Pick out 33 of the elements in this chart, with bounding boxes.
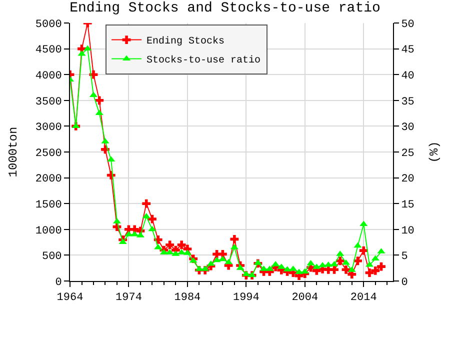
x-tick-label: 1984 [174,292,202,304]
y2-tick-label: 45 [401,44,414,57]
y2-tick-label: 35 [401,96,414,108]
y-tick-label: 4000 [35,70,62,82]
x-tick-label: 1974 [116,292,142,304]
x-tick-label: 2004 [292,292,319,304]
legend-label: Stocks-to-use ratio [146,54,261,67]
y2-tick-label: 50 [401,18,414,31]
y2-tick-label: 15 [401,199,414,212]
x-tick-label: 2014 [350,292,378,304]
y2-tick-label: 25 [401,148,414,160]
y-tick-label: 0 [55,276,62,289]
y-tick-label: 500 [42,251,62,264]
y-tick-label: 1000 [35,225,62,238]
y2-axis-title: (%) [427,141,442,163]
y-tick-label: 5000 [35,18,62,31]
y2-tick-label: 0 [401,276,408,289]
x-tick-label: 1994 [232,292,260,304]
y-tick-label: 2000 [35,174,62,186]
y2-tick-label: 10 [401,225,414,238]
y-tick-label: 3500 [35,96,62,108]
y2-tick-label: 20 [401,174,414,186]
legend-label: Ending Stocks [146,36,225,48]
y-axis-title: 1000ton [6,126,21,178]
y2-tick-label: 30 [401,122,414,134]
y-tick-label: 1500 [35,199,62,212]
chart-title: Ending Stocks and Stocks-to-use ratio [70,0,380,17]
y-tick-label: 3000 [35,122,62,134]
y2-tick-label: 5 [401,251,408,264]
y2-tick-label: 40 [401,70,414,82]
y-tick-label: 4500 [35,44,62,57]
x-tick-label: 1964 [56,292,84,304]
y-tick-label: 2500 [35,148,62,160]
